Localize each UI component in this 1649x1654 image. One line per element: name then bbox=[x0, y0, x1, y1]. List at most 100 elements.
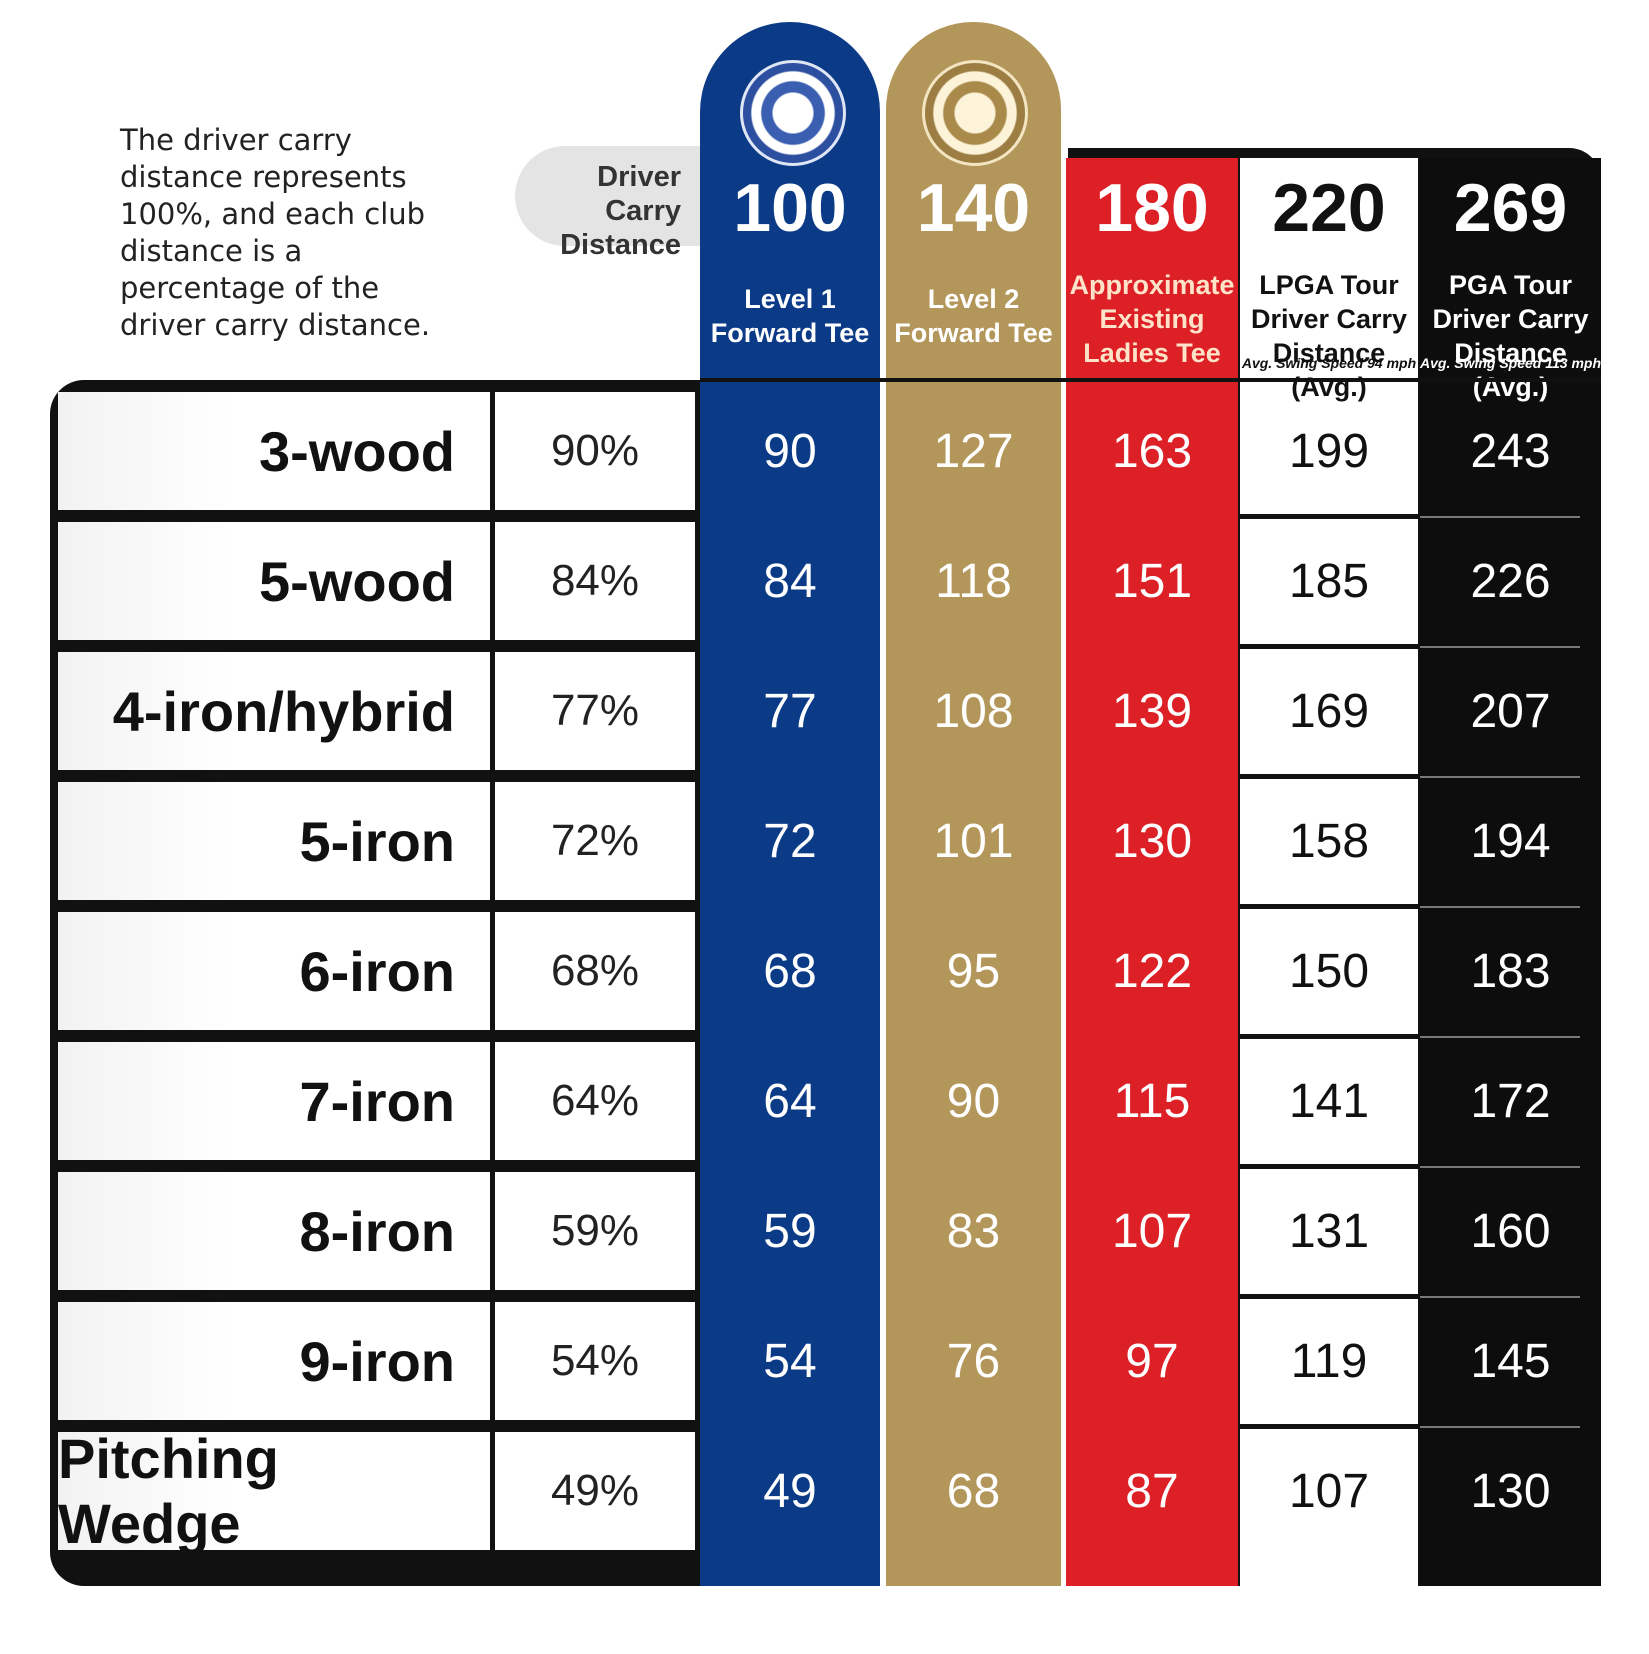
distance-cell-1: 108 bbox=[933, 684, 1014, 738]
distance-cell-3: 199 bbox=[1288, 424, 1370, 478]
table-row: 7-iron 64% 64 90 115 141 172 bbox=[0, 1034, 1601, 1172]
percentage-cell: 90% bbox=[495, 392, 695, 510]
header-label-0: Level 1 Forward Tee bbox=[700, 282, 880, 350]
row-divider-black-column bbox=[1420, 776, 1580, 778]
row-divider bbox=[1240, 774, 1418, 779]
club-name-cell: 8-iron bbox=[58, 1172, 490, 1290]
header-label-line: Approximate bbox=[1069, 270, 1235, 300]
club-name: 7-iron bbox=[299, 1069, 455, 1133]
club-name: 8-iron bbox=[299, 1199, 455, 1263]
driver-carry-distance-label: Driver Carry Distance bbox=[515, 146, 715, 261]
column-gold bbox=[886, 22, 1061, 1586]
distance-cell-1: 76 bbox=[946, 1334, 1001, 1388]
distance-cell-1: 68 bbox=[946, 1464, 1001, 1518]
distance-cell-3: 107 bbox=[1288, 1464, 1370, 1518]
table-row: 9-iron 54% 54 76 97 119 145 bbox=[0, 1294, 1601, 1432]
row-divider bbox=[1240, 904, 1418, 909]
column-blue bbox=[700, 22, 880, 1586]
header-value-1: 140 bbox=[916, 170, 1031, 246]
percentage-cell: 64% bbox=[495, 1042, 695, 1160]
distance-cell-1: 83 bbox=[946, 1204, 1001, 1258]
percentage-cell: 54% bbox=[495, 1302, 695, 1420]
header-value-0: 100 bbox=[733, 170, 847, 246]
distance-cell-3: 150 bbox=[1288, 944, 1370, 998]
row-divider bbox=[1240, 1294, 1418, 1299]
intro-text: The driver carry distance represents 100… bbox=[120, 123, 431, 342]
distance-cell-2: 139 bbox=[1111, 684, 1193, 738]
distance-cell-0: 90 bbox=[763, 424, 817, 478]
header-label-4: PGA Tour Driver Carry Distance (Avg.) bbox=[1420, 268, 1601, 404]
distance-cell-2: 122 bbox=[1111, 944, 1193, 998]
distance-cell-2: 163 bbox=[1111, 424, 1193, 478]
club-name: 5-wood bbox=[259, 549, 455, 613]
percentage-cell: 84% bbox=[495, 522, 695, 640]
distance-cell-0: 49 bbox=[763, 1464, 817, 1518]
distance-cell-0: 54 bbox=[763, 1334, 817, 1388]
header-value-3: 220 bbox=[1272, 170, 1386, 246]
club-name: Pitching Wedge bbox=[58, 1427, 279, 1555]
header-label-line: Driver Carry bbox=[1432, 304, 1589, 334]
distance-cell-3: 158 bbox=[1288, 814, 1370, 868]
header-label-line: Level 1 bbox=[744, 284, 836, 314]
row-divider bbox=[1240, 644, 1418, 649]
pga-seal-blue-icon bbox=[740, 60, 846, 166]
distance-cell-0: 77 bbox=[763, 684, 817, 738]
driver-carry-label-line-1: Driver Carry bbox=[597, 161, 681, 227]
percentage-cell: 72% bbox=[495, 782, 695, 900]
row-divider-black-column bbox=[1420, 1036, 1580, 1038]
distance-cell-3: 131 bbox=[1288, 1204, 1370, 1258]
header-value-4: 269 bbox=[1453, 170, 1568, 246]
distance-cell-3: 141 bbox=[1288, 1074, 1370, 1128]
percentage-cell: 68% bbox=[495, 912, 695, 1030]
table-row: 5-iron 72% 72 101 130 158 194 bbox=[0, 774, 1601, 912]
table-row: 5-wood 84% 84 118 151 185 226 bbox=[0, 514, 1601, 652]
distance-cell-3: 185 bbox=[1288, 554, 1370, 608]
row-divider-black-column bbox=[1420, 1426, 1580, 1428]
percentage-cell: 49% bbox=[495, 1432, 695, 1550]
club-name: 3-wood bbox=[259, 419, 455, 483]
header-label-line: Existing bbox=[1099, 304, 1205, 334]
club-name-cell: 4-iron/hybrid bbox=[58, 652, 490, 770]
row-divider-black-column bbox=[1420, 646, 1580, 648]
distance-cell-3: 119 bbox=[1290, 1334, 1368, 1388]
driver-carry-label-line-2: Distance bbox=[560, 229, 681, 261]
distance-cell-0: 68 bbox=[763, 944, 817, 998]
header-divider bbox=[700, 378, 1601, 382]
row-divider bbox=[1240, 1164, 1418, 1169]
distance-cell-2: 87 bbox=[1125, 1464, 1179, 1518]
row-divider-black-column bbox=[1420, 906, 1580, 908]
club-name-cell: Pitching Wedge bbox=[58, 1427, 490, 1555]
distance-cell-4: 172 bbox=[1470, 1074, 1551, 1128]
percentage-cell: 59% bbox=[495, 1172, 695, 1290]
header-label-line: PGA Tour bbox=[1449, 270, 1572, 300]
distance-cell-1: 95 bbox=[946, 944, 1001, 998]
header-label-2: Approximate Existing Ladies Tee bbox=[1066, 268, 1238, 370]
distance-cell-4: 183 bbox=[1470, 944, 1551, 998]
pga-seal-gold-icon bbox=[922, 60, 1028, 166]
row-divider bbox=[1240, 514, 1418, 519]
table-row: 3-wood 90% 90 127 163 199 243 bbox=[0, 392, 1601, 522]
distance-cell-1: 127 bbox=[933, 424, 1014, 478]
club-name-cell: 6-iron bbox=[58, 912, 490, 1030]
club-name-cell: 5-iron bbox=[58, 782, 490, 900]
table-row: 4-iron/hybrid 77% 77 108 139 169 207 bbox=[0, 644, 1601, 782]
header-label-line: Level 2 bbox=[927, 284, 1020, 314]
table-row: 6-iron 68% 68 95 122 150 183 bbox=[0, 904, 1601, 1042]
row-divider bbox=[1240, 1424, 1418, 1429]
distance-cell-0: 72 bbox=[763, 814, 817, 868]
distance-cell-4: 130 bbox=[1470, 1464, 1551, 1518]
distance-cell-1: 118 bbox=[935, 554, 1012, 608]
club-name: 9-iron bbox=[299, 1329, 455, 1393]
table-row: 8-iron 59% 59 83 107 131 160 bbox=[0, 1164, 1601, 1302]
header-label-line: Driver Carry bbox=[1250, 304, 1408, 334]
club-name: 4-iron/hybrid bbox=[112, 679, 455, 743]
distance-cell-3: 169 bbox=[1288, 684, 1370, 738]
table-row: Pitching Wedge 49% 49 68 87 107 130 bbox=[0, 1424, 1601, 1562]
header-label-line: Distance (Avg.) bbox=[1454, 338, 1567, 402]
distance-cell-4: 160 bbox=[1470, 1204, 1551, 1258]
header-label-1: Level 2 Forward Tee bbox=[886, 282, 1061, 350]
header-small-note-4: Avg. Swing Speed 113 mph bbox=[1420, 355, 1602, 371]
distance-cell-2: 130 bbox=[1111, 814, 1193, 868]
club-name-cell: 7-iron bbox=[58, 1042, 490, 1160]
row-divider-black-column bbox=[1420, 1166, 1580, 1168]
